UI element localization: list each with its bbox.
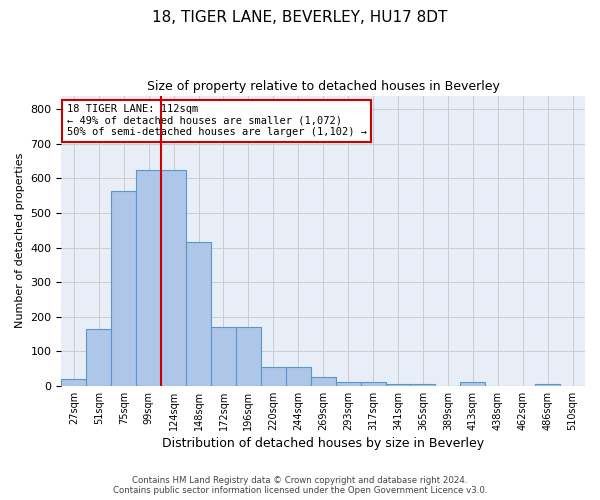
Title: Size of property relative to detached houses in Beverley: Size of property relative to detached ho… bbox=[147, 80, 500, 93]
Bar bbox=[186, 242, 211, 386]
Bar bbox=[61, 379, 86, 386]
Bar bbox=[136, 170, 161, 386]
Text: Contains HM Land Registry data © Crown copyright and database right 2024.
Contai: Contains HM Land Registry data © Crown c… bbox=[113, 476, 487, 495]
Bar bbox=[535, 384, 560, 386]
Bar bbox=[460, 382, 485, 386]
Y-axis label: Number of detached properties: Number of detached properties bbox=[15, 153, 25, 328]
X-axis label: Distribution of detached houses by size in Beverley: Distribution of detached houses by size … bbox=[162, 437, 484, 450]
Bar bbox=[261, 367, 286, 386]
Bar bbox=[211, 327, 236, 386]
Bar bbox=[286, 367, 311, 386]
Bar bbox=[236, 327, 261, 386]
Bar bbox=[386, 384, 410, 386]
Bar bbox=[311, 377, 335, 386]
Bar bbox=[86, 329, 111, 386]
Text: 18 TIGER LANE: 112sqm
← 49% of detached houses are smaller (1,072)
50% of semi-d: 18 TIGER LANE: 112sqm ← 49% of detached … bbox=[67, 104, 367, 138]
Bar bbox=[335, 382, 361, 386]
Bar bbox=[111, 190, 136, 386]
Bar bbox=[161, 170, 186, 386]
Bar bbox=[410, 384, 436, 386]
Text: 18, TIGER LANE, BEVERLEY, HU17 8DT: 18, TIGER LANE, BEVERLEY, HU17 8DT bbox=[152, 10, 448, 25]
Bar bbox=[361, 382, 386, 386]
